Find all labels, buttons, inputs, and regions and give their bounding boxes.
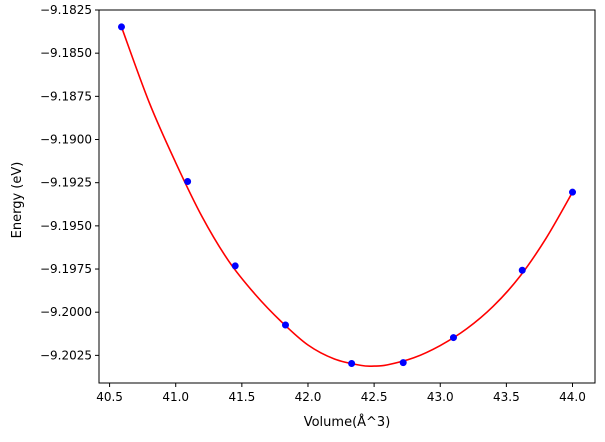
y-tick-label: −9.1900	[40, 133, 92, 147]
y-tick-label: −9.1950	[40, 219, 92, 233]
data-point	[348, 359, 356, 367]
data-point	[449, 334, 457, 342]
y-tick-label: −9.1875	[40, 89, 92, 103]
data-points-layer	[117, 23, 577, 367]
y-tick-label: −9.1975	[40, 262, 92, 276]
x-tick-label: 41.5	[228, 390, 255, 404]
x-tick-label: 42.0	[295, 390, 322, 404]
x-tick-label: 44.0	[559, 390, 586, 404]
fit-curve-layer	[120, 26, 574, 368]
axes-frame	[98, 9, 596, 384]
data-point	[231, 262, 239, 270]
y-tick-label: −9.1925	[40, 176, 92, 190]
y-axis-label: Energy (eV)	[10, 162, 25, 239]
data-point	[399, 359, 407, 367]
y-tick-label: −9.1850	[40, 46, 92, 60]
x-tick-label: 42.5	[361, 390, 388, 404]
data-point	[518, 266, 526, 274]
data-point	[569, 188, 577, 196]
x-tick-label: 40.5	[96, 390, 123, 404]
x-axis-ticks: 40.5 41.0 41.5 42.0 42.5 43.0 43.5 44.0	[96, 383, 586, 404]
y-tick-label: −9.1825	[40, 3, 92, 17]
x-tick-label: 43.5	[493, 390, 520, 404]
plot-frame	[98, 9, 596, 384]
x-tick-label: 41.0	[162, 390, 189, 404]
data-point	[117, 23, 125, 31]
y-tick-label: −9.2000	[40, 305, 92, 319]
y-tick-label: −9.2025	[40, 348, 92, 362]
y-axis-ticks: −9.1825 −9.1850 −9.1875 −9.1900 −9.1925 −9.19…	[40, 3, 99, 362]
data-point	[184, 177, 192, 185]
x-axis-label: Volume(Å^3)	[304, 414, 391, 430]
x-tick-label: 43.0	[427, 390, 454, 404]
fit-curve-line	[120, 26, 574, 368]
data-point	[281, 321, 289, 329]
